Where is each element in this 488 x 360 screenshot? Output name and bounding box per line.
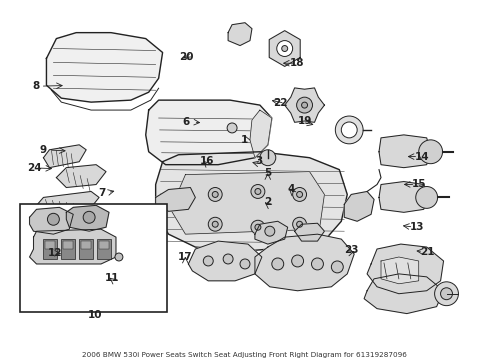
Polygon shape	[378, 181, 428, 212]
Text: 7: 7	[99, 188, 106, 198]
Circle shape	[271, 258, 283, 270]
Text: 4: 4	[287, 184, 295, 194]
Polygon shape	[344, 192, 373, 221]
Circle shape	[291, 255, 303, 267]
Text: 12: 12	[48, 248, 62, 258]
Polygon shape	[254, 221, 287, 244]
Polygon shape	[294, 223, 324, 241]
Circle shape	[203, 256, 213, 266]
Polygon shape	[269, 31, 300, 66]
Circle shape	[208, 188, 222, 201]
Circle shape	[250, 185, 264, 198]
Circle shape	[226, 123, 237, 133]
Circle shape	[115, 253, 122, 261]
Circle shape	[341, 122, 356, 138]
Text: 8: 8	[32, 81, 39, 91]
Text: 5: 5	[264, 168, 271, 178]
Polygon shape	[228, 23, 251, 46]
Polygon shape	[284, 88, 324, 122]
Text: 9: 9	[39, 145, 46, 155]
Polygon shape	[56, 165, 106, 188]
Bar	[45, 241, 55, 249]
Circle shape	[276, 41, 292, 57]
Circle shape	[212, 192, 218, 197]
Text: 24: 24	[27, 163, 42, 173]
Circle shape	[296, 221, 302, 227]
Circle shape	[223, 254, 233, 264]
Circle shape	[296, 97, 312, 113]
Text: 11: 11	[105, 273, 120, 283]
Polygon shape	[366, 244, 443, 294]
Polygon shape	[254, 234, 353, 291]
Circle shape	[440, 288, 451, 300]
Polygon shape	[37, 192, 99, 213]
Bar	[61, 239, 75, 259]
Circle shape	[212, 221, 218, 227]
Bar	[20, 204, 166, 312]
Circle shape	[259, 150, 275, 166]
Circle shape	[240, 259, 249, 269]
Polygon shape	[155, 188, 195, 211]
Circle shape	[296, 192, 302, 197]
Text: 14: 14	[413, 152, 428, 162]
Text: 2006 BMW 530i Power Seats Switch Seat Adjusting Front Right Diagram for 61319287: 2006 BMW 530i Power Seats Switch Seat Ad…	[82, 352, 406, 358]
Text: 10: 10	[88, 310, 102, 320]
Polygon shape	[188, 241, 262, 281]
Polygon shape	[43, 145, 86, 168]
Polygon shape	[66, 205, 109, 231]
Text: 17: 17	[178, 252, 192, 261]
Bar	[43, 239, 57, 259]
Text: 15: 15	[411, 179, 426, 189]
Text: 16: 16	[199, 157, 213, 166]
Circle shape	[335, 116, 363, 144]
Circle shape	[434, 282, 457, 306]
Circle shape	[208, 217, 222, 231]
Text: 1: 1	[241, 135, 247, 145]
Circle shape	[254, 224, 260, 230]
Polygon shape	[249, 110, 271, 158]
Polygon shape	[364, 274, 443, 314]
Circle shape	[264, 226, 274, 236]
Text: 6: 6	[182, 117, 189, 127]
Bar	[97, 239, 111, 259]
Polygon shape	[46, 33, 163, 102]
Polygon shape	[155, 152, 346, 251]
Text: 18: 18	[289, 58, 304, 68]
Circle shape	[47, 213, 59, 225]
Circle shape	[250, 220, 264, 234]
Circle shape	[292, 217, 306, 231]
Bar	[63, 241, 73, 249]
Circle shape	[83, 211, 95, 223]
Bar	[79, 239, 93, 259]
Circle shape	[254, 189, 260, 194]
Polygon shape	[29, 207, 73, 234]
Circle shape	[301, 102, 307, 108]
Text: 22: 22	[272, 98, 286, 108]
Polygon shape	[170, 172, 324, 234]
Bar	[99, 241, 109, 249]
Circle shape	[281, 46, 287, 51]
Circle shape	[418, 140, 442, 164]
Circle shape	[292, 188, 306, 201]
Text: 19: 19	[297, 116, 312, 126]
Polygon shape	[29, 229, 116, 264]
Circle shape	[331, 261, 343, 273]
Polygon shape	[380, 257, 418, 284]
Text: 20: 20	[179, 52, 193, 62]
Polygon shape	[378, 135, 430, 168]
Text: 21: 21	[419, 247, 434, 257]
Circle shape	[311, 258, 323, 270]
Text: 23: 23	[344, 245, 358, 255]
Bar	[81, 241, 91, 249]
Text: 2: 2	[264, 197, 271, 207]
Text: 13: 13	[409, 222, 423, 232]
Circle shape	[415, 186, 437, 208]
Polygon shape	[145, 100, 271, 165]
Text: 3: 3	[255, 157, 262, 166]
